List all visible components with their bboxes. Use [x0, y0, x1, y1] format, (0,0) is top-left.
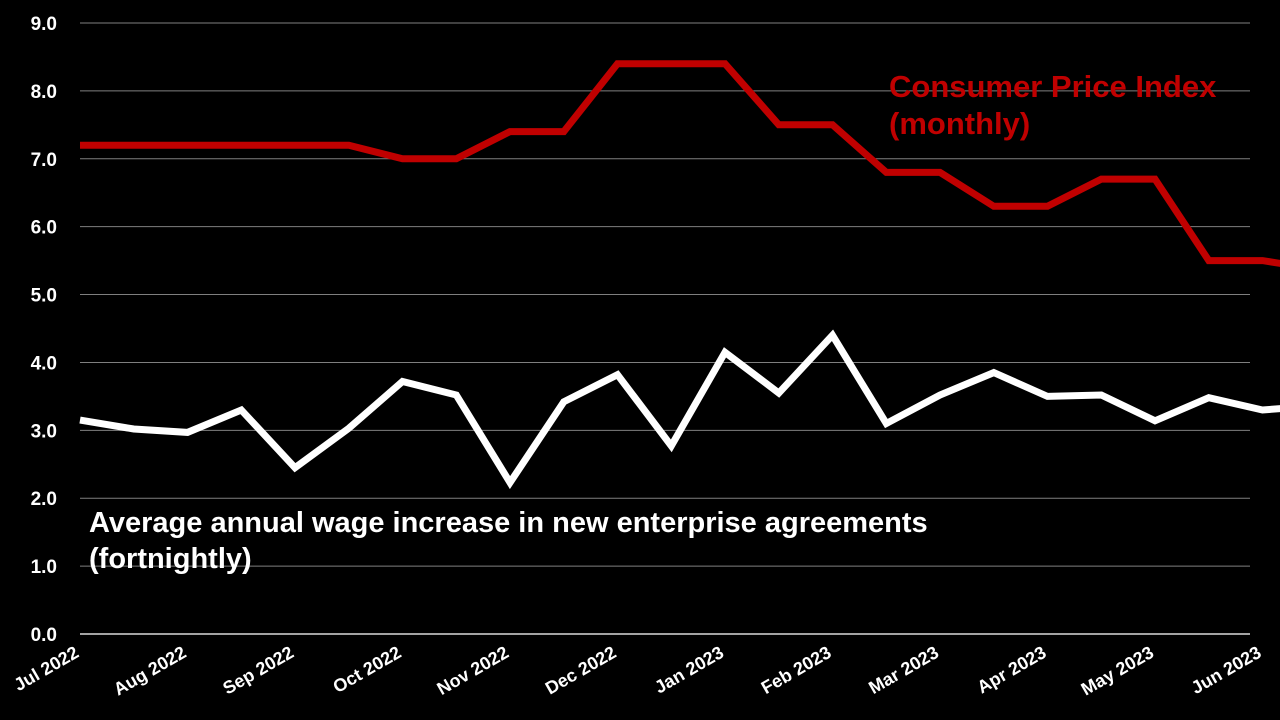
wage-series-label: (fortnightly) — [89, 543, 252, 575]
y-tick-label: 7.0 — [31, 150, 57, 171]
x-tick-label: Sep 2022 — [219, 642, 297, 698]
x-tick-label: Oct 2022 — [329, 642, 404, 697]
y-tick-label: 5.0 — [31, 286, 57, 307]
x-tick-label: Feb 2023 — [758, 642, 835, 698]
x-axis-ticks: Jul 2022 Aug 2022 Sep 2022 Oct 2022 Nov 2022… — [10, 642, 1264, 699]
y-tick-label: 9.0 — [31, 14, 57, 35]
x-tick-label: Dec 2022 — [542, 642, 620, 698]
series-labels: Consumer Price Index(monthly) Average ann… — [89, 69, 1217, 575]
x-tick-label: Jan 2023 — [651, 642, 727, 697]
cpi-series-label: Consumer Price Index — [889, 69, 1217, 104]
cpi-series-line — [80, 60, 1280, 267]
y-tick-label: 4.0 — [31, 353, 57, 374]
y-tick-label: 8.0 — [31, 82, 57, 103]
y-tick-label: 0.0 — [31, 625, 57, 646]
x-tick-label: May 2023 — [1078, 642, 1157, 699]
y-axis-ticks: 0.0 1.0 2.0 3.0 4.0 5.0 6.0 7.0 8.0 9.0 — [31, 14, 57, 646]
x-tick-label: Jul 2022 — [10, 642, 82, 695]
x-tick-label: Mar 2023 — [865, 642, 942, 698]
x-tick-label: Apr 2023 — [974, 642, 1050, 697]
y-tick-label: 2.0 — [31, 489, 57, 510]
wage-series-label: Average annual wage increase in new ente… — [89, 507, 928, 539]
series-lines — [79, 60, 1280, 490]
grid-lines — [80, 22, 1250, 635]
x-tick-label: Aug 2022 — [110, 642, 189, 699]
x-tick-label: Nov 2022 — [434, 642, 512, 699]
y-tick-label: 6.0 — [31, 218, 57, 239]
y-tick-label: 3.0 — [31, 421, 57, 442]
wage-series-line — [79, 329, 1280, 490]
cpi-series-label: (monthly) — [889, 106, 1030, 141]
x-tick-label: Jun 2023 — [1188, 642, 1265, 698]
y-tick-label: 1.0 — [31, 557, 57, 578]
